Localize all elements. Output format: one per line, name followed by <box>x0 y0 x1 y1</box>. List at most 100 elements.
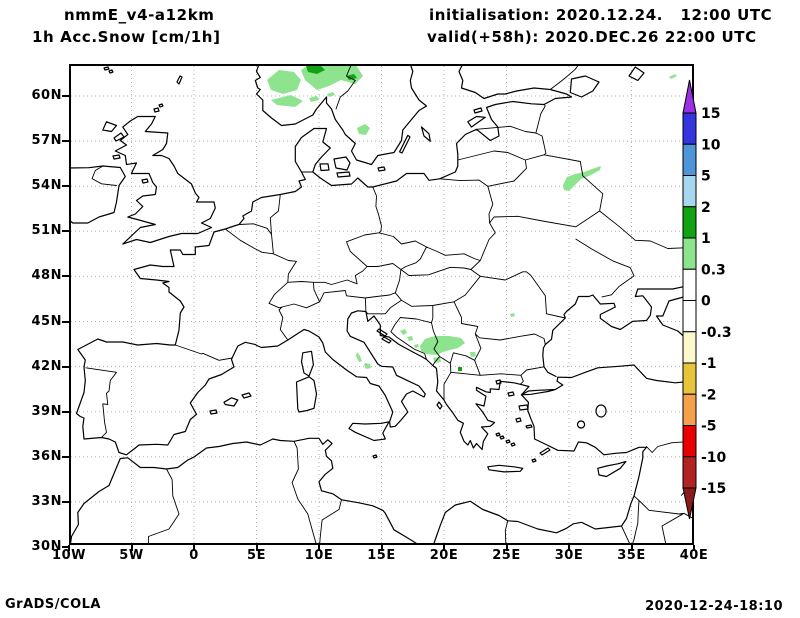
colorbar-segment <box>682 206 697 239</box>
colorbar-label: -2 <box>701 387 717 403</box>
snow-northeast <box>669 74 677 79</box>
country-borders <box>85 64 694 545</box>
lat-label: 48N <box>31 268 62 284</box>
coast-black-sea <box>520 286 694 396</box>
lon-label: 10W <box>52 548 86 563</box>
colorbar-segment <box>682 393 697 426</box>
colorbar-label: -10 <box>701 450 727 466</box>
lon-tick <box>68 545 70 551</box>
border-africa-mideast <box>147 440 694 545</box>
colorbar-segment <box>682 362 697 395</box>
grads-credit: GrADS/COLA <box>5 597 101 612</box>
lat-tick <box>62 365 69 368</box>
lon-label: 30E <box>554 548 584 563</box>
lon-tick <box>255 545 258 551</box>
colorbar-label: -0.3 <box>701 325 732 341</box>
colorbar-label: -1 <box>701 356 717 372</box>
valid-time-label: valid(+58h): 2020.DEC.26 22:00 UTC <box>427 28 757 46</box>
colorbar-arrow-down <box>682 487 697 520</box>
lon-tick <box>193 545 195 551</box>
lon-label: 10E <box>304 548 334 563</box>
lon-tick <box>505 545 508 551</box>
lon-label: 5W <box>119 548 144 563</box>
colorbar-label: -5 <box>701 419 717 435</box>
snow-macedonia-heavier <box>458 367 462 371</box>
colorbar: 15 10 5 2 1 0.3 0 -0.3 -1 -2 -5 -10 -15 <box>682 79 732 520</box>
colorbar-label: 5 <box>701 169 711 185</box>
coastlines <box>69 64 694 545</box>
colorbar-label: 15 <box>701 106 720 122</box>
lon-label: 5E <box>247 548 266 563</box>
colorbar-segment <box>682 268 697 301</box>
colorbar-segment <box>682 237 697 270</box>
lon-label: 40E <box>679 548 709 563</box>
lat-label: 51N <box>31 223 62 239</box>
lon-tick <box>693 545 695 551</box>
lon-tick <box>380 545 383 551</box>
lon-label: 35E <box>617 548 646 563</box>
colorbar-segment <box>682 456 697 489</box>
colorbar-segment <box>682 143 697 176</box>
lat-label: 36N <box>31 448 62 464</box>
coast-great-britain <box>114 115 216 245</box>
creation-timestamp: 2020-12-24-18:10 <box>645 599 783 614</box>
lat-label: 39N <box>31 403 62 419</box>
coast-continental-north <box>133 64 573 346</box>
lat-tick <box>62 230 69 233</box>
lat-label: 30N <box>31 539 62 554</box>
colorbar-segment <box>682 425 697 458</box>
lat-tick <box>62 455 69 458</box>
lon-tick <box>630 545 633 551</box>
lon-tick <box>443 545 445 551</box>
colorbar-label: 2 <box>701 200 711 216</box>
snow-patches <box>267 64 677 371</box>
lon-label: 20E <box>429 548 459 563</box>
snow-italy <box>356 352 371 369</box>
lon-tick <box>568 545 570 551</box>
map-frame <box>69 64 694 545</box>
coast-scandinavia <box>254 64 428 166</box>
border-iberia <box>85 344 233 438</box>
model-title: nmmE_v4-a12km <box>64 6 215 24</box>
lat-tick <box>62 410 69 413</box>
coast-north-africa-west <box>69 437 420 545</box>
colorbar-label: -15 <box>701 481 726 497</box>
colorbar-label: 0.3 <box>701 262 726 278</box>
snow-balkans <box>400 313 515 363</box>
colorbar-segment <box>682 112 697 145</box>
lon-label: 0 <box>189 548 199 563</box>
colorbar-label: 1 <box>701 231 711 247</box>
river-dnieper <box>575 238 635 298</box>
lat-tick <box>62 140 69 143</box>
snow-norway <box>267 64 363 107</box>
snow-sweden <box>357 124 370 135</box>
lat-label: 60N <box>31 88 62 103</box>
coast-iberia-mediterranean <box>75 310 648 545</box>
lat-tick <box>62 500 69 503</box>
snow-norway-heavier <box>306 64 357 80</box>
lat-tick <box>62 185 69 188</box>
border-western-europe <box>224 171 396 341</box>
lon-label: 15E <box>367 548 396 563</box>
border-balkans <box>390 271 566 401</box>
lat-label: 57N <box>31 133 62 149</box>
colorbar-segment <box>682 331 697 364</box>
border-central-europe <box>346 178 496 315</box>
map-canvas <box>69 64 694 545</box>
lat-label: 33N <box>31 493 62 509</box>
lon-tick <box>318 545 320 551</box>
product-title: 1h Acc.Snow [cm/1h] <box>32 28 221 46</box>
init-time-label: initialisation: 2020.12.24. 12:00 UTC <box>429 6 773 24</box>
colorbar-label: 0 <box>701 294 711 310</box>
colorbar-label: 10 <box>701 137 721 153</box>
coast-ireland <box>69 165 126 224</box>
lat-label: 45N <box>31 313 62 329</box>
lon-tick <box>130 545 133 551</box>
coast-islands <box>102 66 645 478</box>
border-eastern-europe <box>91 64 694 255</box>
colorbar-segment <box>682 175 697 208</box>
colorbar-arrow-up <box>682 79 697 114</box>
lat-tick <box>62 546 69 548</box>
lat-label: 42N <box>31 358 62 374</box>
